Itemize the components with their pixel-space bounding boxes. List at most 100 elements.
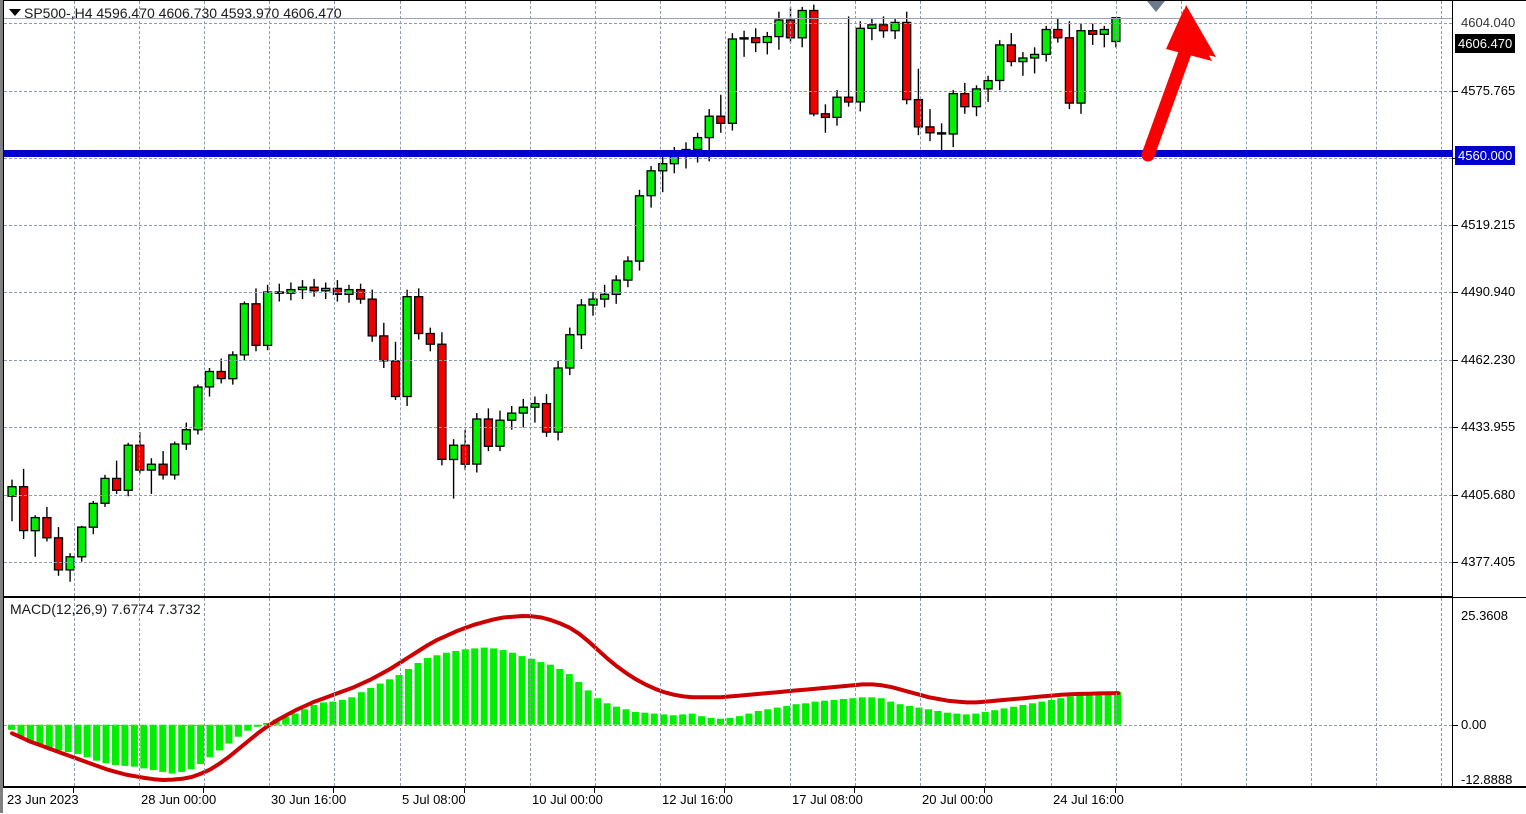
macd-scale-label: -12.8888 xyxy=(1461,772,1513,787)
macd-gridline-vertical xyxy=(660,598,661,786)
price-scale-label: 4519.215 xyxy=(1461,217,1516,232)
price-scale-tick xyxy=(1453,91,1458,92)
price-gridline-vertical xyxy=(725,1,726,596)
time-axis-tick xyxy=(203,788,204,793)
time-axis-tick xyxy=(333,788,334,793)
macd-gridline-vertical xyxy=(1311,598,1312,786)
macd-gridline-vertical xyxy=(269,598,270,786)
macd-gridline xyxy=(4,725,1452,726)
macd-series xyxy=(8,614,1122,782)
current-price-tag: 4606.470 xyxy=(1455,34,1516,53)
time-axis-tick xyxy=(854,788,855,793)
macd-scale-label: 0.00 xyxy=(1461,717,1487,732)
up-arrow-annotation[interactable] xyxy=(1124,0,1244,169)
price-scale-label: 4377.405 xyxy=(1461,554,1516,569)
macd-panel[interactable]: MACD(12,26,9) 7.6774 7.3732 xyxy=(3,597,1452,787)
macd-gridline-vertical xyxy=(1181,598,1182,786)
macd-gridline-vertical xyxy=(530,598,531,786)
price-gridline-vertical xyxy=(204,1,205,596)
price-scale-label: 4433.955 xyxy=(1461,419,1516,434)
price-gridline-vertical xyxy=(530,1,531,596)
macd-scale-label: 25.3608 xyxy=(1461,608,1508,623)
price-gridline xyxy=(4,495,1452,496)
price-gridline xyxy=(4,292,1452,293)
price-gridline xyxy=(4,562,1452,563)
price-scale-tick xyxy=(1453,360,1458,361)
triangle-down-marker xyxy=(1147,1,1165,12)
macd-gridline xyxy=(4,780,1452,781)
macd-gridline-vertical xyxy=(985,598,986,786)
price-scale-tick xyxy=(1453,292,1458,293)
price-gridline-vertical xyxy=(1181,1,1182,596)
macd-scale[interactable]: 25.3608 0.00 -12.8888 xyxy=(1452,597,1526,787)
macd-gridline-vertical xyxy=(204,598,205,786)
macd-gridline-vertical xyxy=(465,598,466,786)
macd-gridline-vertical xyxy=(74,598,75,786)
macd-panel-header: MACD(12,26,9) 7.6774 7.3732 xyxy=(10,601,201,617)
price-gridline-vertical xyxy=(985,1,986,596)
price-gridline-vertical xyxy=(400,1,401,596)
macd-gridline-vertical xyxy=(1441,598,1442,786)
price-gridline-vertical xyxy=(790,1,791,596)
time-axis-tick xyxy=(464,788,465,793)
candlestick-series xyxy=(7,4,1121,582)
macd-gridline-vertical xyxy=(790,598,791,786)
time-axis-label: 12 Jul 16:00 xyxy=(662,792,733,807)
price-chart-panel[interactable]: SP500-,H4 4596.470 4606.730 4593.970 460… xyxy=(3,0,1453,597)
price-gridline-vertical xyxy=(660,1,661,596)
time-axis-label: 28 Jun 00:00 xyxy=(141,792,217,807)
price-scale-tick xyxy=(1453,562,1458,563)
price-gridline xyxy=(4,158,1452,159)
price-gridline-vertical xyxy=(855,1,856,596)
macd-gridline-vertical xyxy=(595,598,596,786)
macd-gridline xyxy=(4,616,1452,617)
macd-gridline-vertical xyxy=(1246,598,1247,786)
time-axis-tick xyxy=(594,788,595,793)
price-gridline-vertical xyxy=(334,1,335,596)
time-axis-tick xyxy=(984,788,985,793)
macd-gridline-vertical xyxy=(1376,598,1377,786)
time-axis-label: 23 Jun 2023 xyxy=(7,792,79,807)
price-gridline-vertical xyxy=(1116,1,1117,596)
price-scale-label: 4405.680 xyxy=(1461,487,1516,502)
time-axis-label: 20 Jul 00:00 xyxy=(922,792,993,807)
price-scale-label-occluded: 4604.040 xyxy=(1461,15,1516,30)
price-gridline xyxy=(4,18,1452,19)
price-gridline-vertical xyxy=(1376,1,1377,596)
macd-gridline-vertical xyxy=(1116,598,1117,786)
price-gridline-vertical xyxy=(1246,1,1247,596)
time-axis-tick xyxy=(73,788,74,793)
price-gridline-vertical xyxy=(1311,1,1312,596)
time-axis-label: 10 Jul 00:00 xyxy=(532,792,603,807)
price-gridline-vertical xyxy=(1051,1,1052,596)
price-gridline xyxy=(4,23,1452,24)
price-gridline xyxy=(4,427,1452,428)
time-axis-label: 5 Jul 08:00 xyxy=(402,792,466,807)
collapse-triangle-icon[interactable] xyxy=(9,9,21,16)
time-axis-label: 17 Jul 08:00 xyxy=(792,792,863,807)
time-axis-label: 24 Jul 16:00 xyxy=(1053,792,1124,807)
macd-gridline-vertical xyxy=(855,598,856,786)
macd-gridline-vertical xyxy=(1051,598,1052,786)
macd-gridline-vertical xyxy=(920,598,921,786)
time-axis-tick xyxy=(724,788,725,793)
macd-gridline-vertical xyxy=(139,598,140,786)
price-panel-header: SP500-,H4 4596.470 4606.730 4593.970 460… xyxy=(24,5,342,21)
horizontal-level-line[interactable] xyxy=(4,150,1453,157)
price-gridline xyxy=(4,91,1452,92)
price-gridline-vertical xyxy=(920,1,921,596)
macd-gridline-vertical xyxy=(400,598,401,786)
price-scale[interactable]: 4575.7654547.4904519.2154490.9404462.230… xyxy=(1452,0,1526,597)
time-axis[interactable]: 23 Jun 2023 28 Jun 00:00 30 Jun 16:00 5 Jul… xyxy=(3,787,1526,814)
level-price-tag: 4560.000 xyxy=(1455,146,1516,165)
macd-scale-tick xyxy=(1453,725,1458,726)
price-gridline xyxy=(4,360,1452,361)
price-scale-tick xyxy=(1453,225,1458,226)
time-axis-label: 30 Jun 16:00 xyxy=(271,792,347,807)
price-scale-label: 4462.230 xyxy=(1461,352,1516,367)
price-gridline-vertical xyxy=(1441,1,1442,596)
price-gridline-vertical xyxy=(269,1,270,596)
time-axis-tick xyxy=(1115,788,1116,793)
price-gridline-vertical xyxy=(139,1,140,596)
price-scale-label: 4490.940 xyxy=(1461,284,1516,299)
